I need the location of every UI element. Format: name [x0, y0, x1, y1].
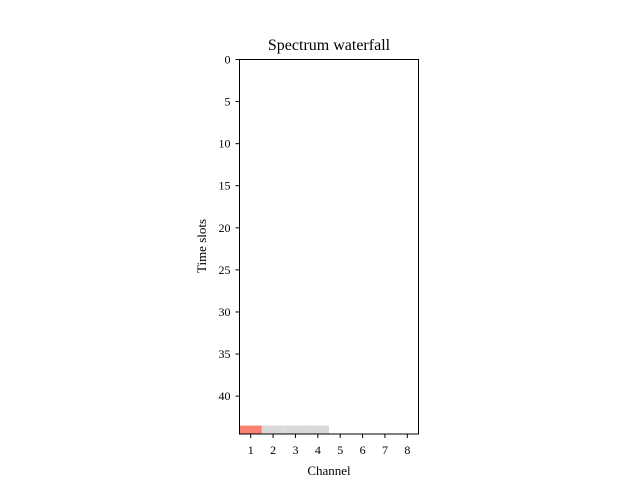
y-tick-label: 5 [225, 95, 231, 109]
x-tick-label: 5 [337, 443, 343, 457]
x-tick-label: 4 [315, 443, 321, 457]
chart-title: Spectrum waterfall [268, 37, 391, 54]
cells-layer [239, 425, 329, 434]
y-tick-label: 35 [219, 347, 231, 361]
x-tick-label: 3 [292, 443, 298, 457]
x-ticks: 1 2 3 4 5 6 7 8 [248, 434, 410, 457]
y-ticks: 0 5 10 15 20 25 30 35 40 [219, 53, 240, 403]
y-tick-label: 20 [219, 221, 231, 235]
cell-sensed-ch3 [284, 425, 307, 434]
x-tick-label: 2 [270, 443, 276, 457]
plot-frame [239, 59, 419, 435]
x-tick-label: 7 [382, 443, 388, 457]
y-axis-label: Time slots [194, 219, 209, 273]
cell-sensed-ch2 [261, 425, 285, 434]
y-tick-label: 0 [225, 53, 231, 67]
y-tick-label: 15 [219, 179, 231, 193]
x-tick-label: 1 [248, 443, 254, 457]
cell-sensed-ch4 [306, 425, 329, 434]
cell-occupied-ch1 [239, 425, 262, 434]
x-axis-label: Channel [307, 463, 351, 478]
y-tick-label: 10 [219, 137, 231, 151]
x-tick-label: 8 [404, 443, 410, 457]
y-tick-label: 30 [219, 305, 231, 319]
x-tick-label: 6 [360, 443, 366, 457]
y-tick-label: 40 [219, 389, 231, 403]
y-tick-label: 25 [219, 263, 231, 277]
